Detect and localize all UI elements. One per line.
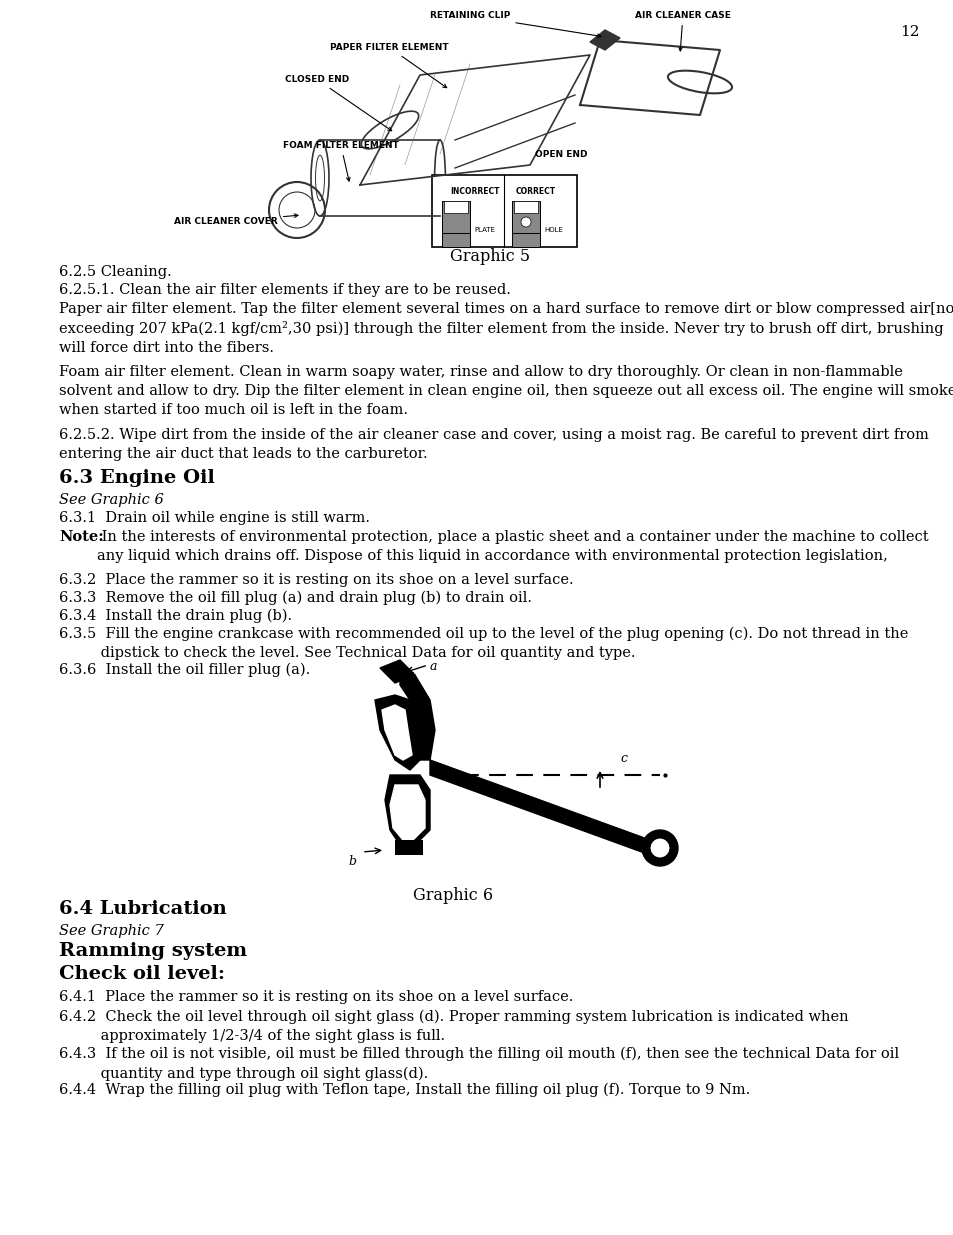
- Text: 6.2.5 Cleaning.: 6.2.5 Cleaning.: [59, 266, 172, 279]
- Text: Graphic 5: Graphic 5: [450, 248, 530, 266]
- Text: 6.3.3  Remove the oil fill plug (a) and drain plug (b) to drain oil.: 6.3.3 Remove the oil fill plug (a) and d…: [59, 592, 532, 605]
- Text: Check oil level:: Check oil level:: [59, 965, 225, 983]
- Text: PAPER FILTER ELEMENT: PAPER FILTER ELEMENT: [330, 43, 448, 88]
- Text: CORRECT: CORRECT: [516, 186, 556, 196]
- Text: 6.4 Lubrication: 6.4 Lubrication: [59, 900, 227, 918]
- Text: 6.3.4  Install the drain plug (b).: 6.3.4 Install the drain plug (b).: [59, 609, 292, 624]
- Circle shape: [520, 217, 531, 227]
- Bar: [395, 840, 422, 855]
- Text: In the interests of environmental protection, place a plastic sheet and a contai: In the interests of environmental protec…: [97, 530, 927, 563]
- Text: 6.2.5.2. Wipe dirt from the inside of the air cleaner case and cover, using a mo: 6.2.5.2. Wipe dirt from the inside of th…: [59, 429, 928, 461]
- Bar: [512, 201, 539, 233]
- Text: Note:: Note:: [59, 530, 104, 543]
- Circle shape: [641, 830, 678, 866]
- Polygon shape: [379, 659, 415, 683]
- Text: See Graphic 7: See Graphic 7: [59, 924, 164, 939]
- Text: 6.4.3  If the oil is not visible, oil must be filled through the filling oil mou: 6.4.3 If the oil is not visible, oil mus…: [59, 1047, 898, 1081]
- Text: Paper air filter element. Tap the filter element several times on a hard surface: Paper air filter element. Tap the filter…: [59, 303, 953, 356]
- Bar: [512, 233, 539, 247]
- Text: Ramming system: Ramming system: [59, 942, 247, 960]
- Text: Foam air filter element. Clean in warm soapy water, rinse and allow to dry thoro: Foam air filter element. Clean in warm s…: [59, 366, 953, 417]
- Text: 6.3 Engine Oil: 6.3 Engine Oil: [59, 469, 214, 487]
- Polygon shape: [381, 705, 412, 760]
- Text: 6.3.2  Place the rammer so it is resting on its shoe on a level surface.: 6.3.2 Place the rammer so it is resting …: [59, 573, 573, 587]
- Polygon shape: [399, 672, 435, 760]
- Text: FOAM FILTER ELEMENT: FOAM FILTER ELEMENT: [283, 141, 398, 182]
- Text: AIR CLEANER CASE: AIR CLEANER CASE: [635, 11, 730, 51]
- Text: CLOSED END: CLOSED END: [285, 75, 392, 131]
- Text: 6.3.5  Fill the engine crankcase with recommended oil up to the level of the plu: 6.3.5 Fill the engine crankcase with rec…: [59, 627, 907, 661]
- Bar: [441, 201, 470, 233]
- Text: 6.2.5.1. Clean the air filter elements if they are to be reused.: 6.2.5.1. Clean the air filter elements i…: [59, 283, 511, 296]
- Text: 12: 12: [900, 25, 919, 40]
- Polygon shape: [390, 785, 424, 840]
- Bar: [443, 201, 468, 212]
- Text: AIR CLEANER COVER: AIR CLEANER COVER: [174, 214, 297, 226]
- Text: 6.3.6  Install the oil filler plug (a).: 6.3.6 Install the oil filler plug (a).: [59, 663, 310, 677]
- Polygon shape: [589, 30, 619, 49]
- Text: See Graphic 6: See Graphic 6: [59, 493, 164, 508]
- Text: 6.4.1  Place the rammer so it is resting on its shoe on a level surface.: 6.4.1 Place the rammer so it is resting …: [59, 990, 573, 1004]
- Polygon shape: [430, 760, 649, 855]
- Polygon shape: [375, 695, 419, 769]
- Text: 6.3.1  Drain oil while engine is still warm.: 6.3.1 Drain oil while engine is still wa…: [59, 511, 370, 525]
- Text: RETAINING CLIP: RETAINING CLIP: [430, 11, 600, 37]
- Text: b: b: [348, 855, 355, 868]
- Text: INCORRECT: INCORRECT: [450, 186, 499, 196]
- Bar: [441, 233, 470, 247]
- Text: c: c: [619, 752, 626, 764]
- Text: a: a: [430, 659, 437, 673]
- Bar: [514, 201, 537, 212]
- Text: Graphic 6: Graphic 6: [413, 887, 493, 904]
- Text: HOLE: HOLE: [543, 227, 562, 233]
- Polygon shape: [385, 776, 430, 845]
- Text: OPEN END: OPEN END: [535, 149, 587, 159]
- Text: 6.4.4  Wrap the filling oil plug with Teflon tape, Install the filling oil plug : 6.4.4 Wrap the filling oil plug with Tef…: [59, 1083, 749, 1098]
- Bar: [432, 175, 577, 247]
- Text: PLATE: PLATE: [474, 227, 495, 233]
- Text: 6.4.2  Check the oil level through oil sight glass (d). Proper ramming system lu: 6.4.2 Check the oil level through oil si…: [59, 1010, 848, 1044]
- Circle shape: [649, 839, 669, 858]
